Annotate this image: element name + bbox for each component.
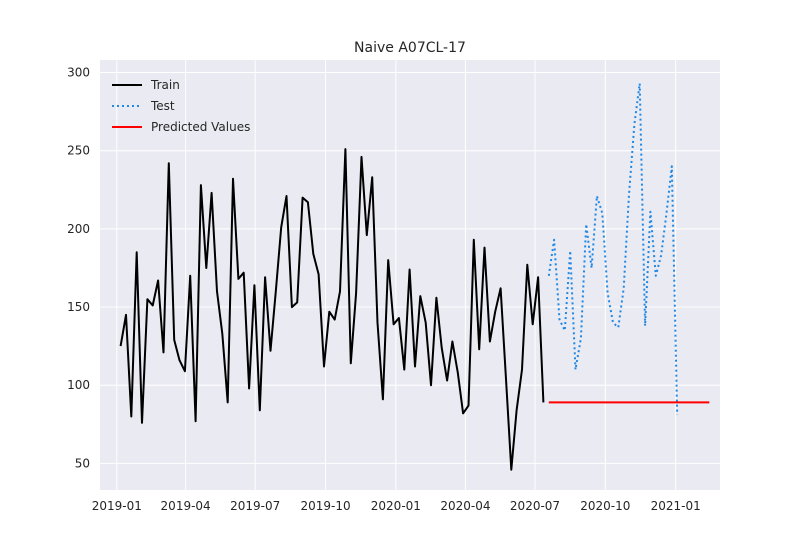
x-tick-label: 2020-10: [580, 499, 630, 513]
grid-lines: [100, 60, 720, 490]
y-tick-label: 100: [67, 378, 90, 392]
x-tick-label: 2019-07: [230, 499, 280, 513]
legend: Train Test Predicted Values: [112, 78, 250, 134]
chart-title: Naive A07CL-17: [354, 40, 466, 56]
x-tick-labels: 2019-01 2019-04 2019-07 2019-10 2020-01 2020-…: [92, 499, 701, 513]
y-tick-label: 250: [67, 144, 90, 158]
legend-label: Train: [150, 78, 180, 92]
y-tick-label: 200: [67, 222, 90, 236]
y-tick-label: 150: [67, 300, 90, 314]
y-tick-label: 300: [67, 66, 90, 80]
x-tick-label: 2021-01: [651, 499, 701, 513]
x-tick-label: 2019-01: [92, 499, 142, 513]
y-tick-label: 50: [75, 456, 90, 470]
series-line-test: [547, 82, 679, 415]
series-line-train: [119, 148, 545, 471]
y-tick-labels: 50 100 150 200 250 300: [67, 66, 90, 471]
x-tick-label: 2020-01: [371, 499, 421, 513]
series-layer: [119, 82, 710, 471]
legend-label: Predicted Values: [151, 120, 250, 134]
x-tick-label: 2019-10: [300, 499, 350, 513]
x-tick-label: 2020-07: [510, 499, 560, 513]
x-tick-label: 2019-04: [161, 499, 211, 513]
legend-label: Test: [150, 99, 175, 113]
x-tick-label: 2020-04: [440, 499, 490, 513]
